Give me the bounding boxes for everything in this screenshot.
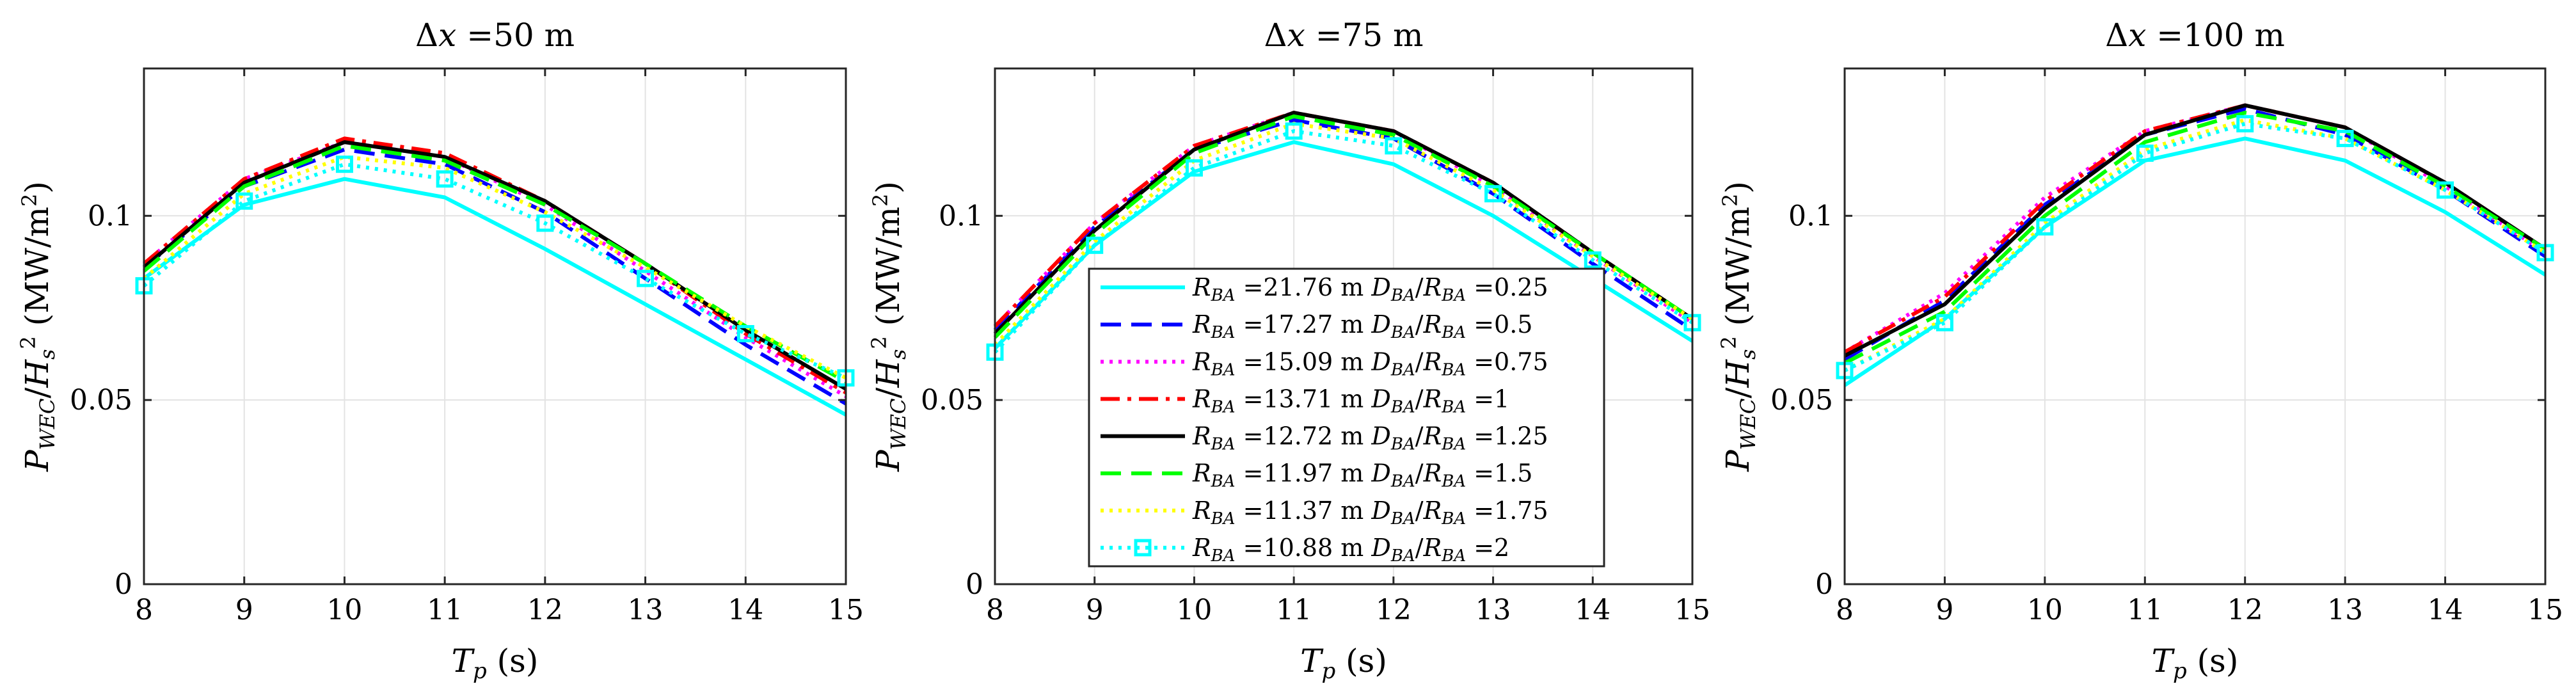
legend-box (1088, 267, 1605, 568)
chart-title: Δx =50 m (415, 17, 575, 54)
series-line-6 (993, 114, 1694, 339)
series-line-7 (993, 122, 1694, 346)
y-tick-label: 0 (966, 568, 983, 601)
series-marker-8 (1484, 185, 1502, 203)
series-marker-8 (2437, 181, 2454, 199)
series-marker-8 (1385, 137, 1403, 155)
legend-marker (1134, 539, 1152, 557)
y-tick-label: 0.05 (921, 384, 983, 417)
series-marker-8 (235, 192, 253, 210)
axes-box (1843, 67, 2547, 585)
series-line-6 (1843, 111, 2547, 365)
series-marker-8 (1285, 122, 1303, 140)
x-tick-label: 10 (1176, 594, 1212, 626)
series-line-5 (143, 140, 847, 391)
series-marker-8 (1086, 236, 1104, 254)
y-tick-label: 0.05 (1770, 384, 1833, 417)
x-tick-label: 9 (1936, 594, 1953, 626)
x-tick-label: 15 (2527, 594, 2563, 626)
series-line-7 (1843, 118, 2547, 372)
chart-panel-3: 8 9 10 11 12 13 14 15 0 0.05 0.1 Δx =100 m Tp (s) PWE… (1717, 17, 2563, 684)
chart-panel-1: 8 9 10 11 12 13 14 15 0 0.05 0.1 Δx =50 m Tp (s) PWEC… (16, 17, 864, 684)
series-marker-8 (1936, 314, 1953, 331)
x-axis-label: Tp (s) (2152, 642, 2239, 684)
y-tick-label: 0 (115, 568, 132, 601)
x-tick-label: 12 (527, 594, 563, 626)
series-marker-8 (2336, 129, 2354, 147)
y-tick-label: 0.1 (939, 200, 983, 232)
series-marker-8 (1584, 251, 1602, 269)
series-marker-8 (1185, 159, 1203, 177)
series-line-8 (1843, 122, 2547, 372)
legend-entry-4: RBA =13.71 m DBA/RBA =1 (1192, 385, 1509, 417)
series-line-2 (993, 118, 1694, 332)
series-marker-8 (2036, 218, 2054, 236)
series-line-1 (143, 177, 847, 417)
x-tick-label: 14 (1575, 594, 1610, 626)
series-marker-8 (637, 269, 655, 287)
chart-title: Δx =100 m (2105, 17, 2285, 54)
x-tick-label: 13 (628, 594, 664, 626)
y-axis-label: PWEC/Hs2 (MW/m2) (16, 181, 60, 472)
axes-box (994, 67, 1694, 585)
x-axis-label: Tp (s) (1300, 642, 1387, 684)
axes-box (143, 67, 847, 585)
x-tick-label: 12 (2227, 594, 2263, 626)
x-tick-label: 11 (2127, 594, 2163, 626)
legend-entry-1: RBA =21.76 m DBA/RBA =0.25 (1192, 273, 1548, 305)
x-tick-label: 10 (326, 594, 362, 626)
x-tick-label: 8 (986, 594, 1004, 626)
x-tick-label: 10 (2027, 594, 2063, 626)
series-line-8 (143, 162, 847, 380)
legend-entry-7: RBA =11.37 m DBA/RBA =1.75 (1192, 497, 1548, 529)
x-tick-label: 15 (828, 594, 864, 626)
series-line-6 (143, 143, 847, 384)
legend-entry-5: RBA =12.72 m DBA/RBA =1.25 (1192, 422, 1548, 454)
plot-area (1845, 68, 2545, 584)
series-marker-8 (536, 214, 554, 232)
x-tick-label: 13 (2327, 594, 2363, 626)
x-tick-label: 11 (427, 594, 463, 626)
x-tick-label: 11 (1276, 594, 1312, 626)
y-tick-label: 0.1 (1788, 200, 1833, 232)
y-axis-label: PWEC/Hs2 (MW/m2) (867, 181, 910, 472)
series-marker-8 (436, 170, 454, 188)
series-marker-8 (2236, 115, 2254, 132)
series-marker-8 (2136, 144, 2154, 162)
series-line-5 (1843, 103, 2547, 358)
x-tick-label: 13 (1475, 594, 1511, 626)
x-tick-label: 9 (1086, 594, 1104, 626)
x-axis-label: Tp (s) (452, 642, 539, 684)
x-tick-label: 8 (135, 594, 153, 626)
x-tick-label: 14 (727, 594, 763, 626)
x-tick-label: 8 (1836, 594, 1854, 626)
y-tick-label: 0.1 (88, 200, 132, 232)
x-tick-label: 14 (2428, 594, 2463, 626)
y-axis-label: PWEC/Hs2 (MW/m2) (1717, 181, 1760, 472)
y-tick-label: 0.05 (70, 384, 132, 417)
x-tick-label: 9 (235, 594, 253, 626)
series-marker-8 (335, 155, 353, 173)
chart-title: Δx =75 m (1264, 17, 1423, 54)
legend: RBA =21.76 m DBA/RBA =0.25 RBA =17.27 m D… (1088, 267, 1605, 568)
x-tick-label: 12 (1376, 594, 1411, 626)
plot-area (144, 68, 846, 584)
y-tick-label: 0 (1815, 568, 1833, 601)
legend-entry-8: RBA =10.88 m DBA/RBA =2 (1192, 534, 1509, 566)
legend-entry-6: RBA =11.97 m DBA/RBA =1.5 (1192, 459, 1532, 491)
x-tick-label: 15 (1674, 594, 1710, 626)
legend-entry-3: RBA =15.09 m DBA/RBA =0.75 (1192, 347, 1548, 379)
series-marker-8 (736, 325, 754, 343)
legend-entry-2: RBA =17.27 m DBA/RBA =0.5 (1192, 310, 1532, 342)
